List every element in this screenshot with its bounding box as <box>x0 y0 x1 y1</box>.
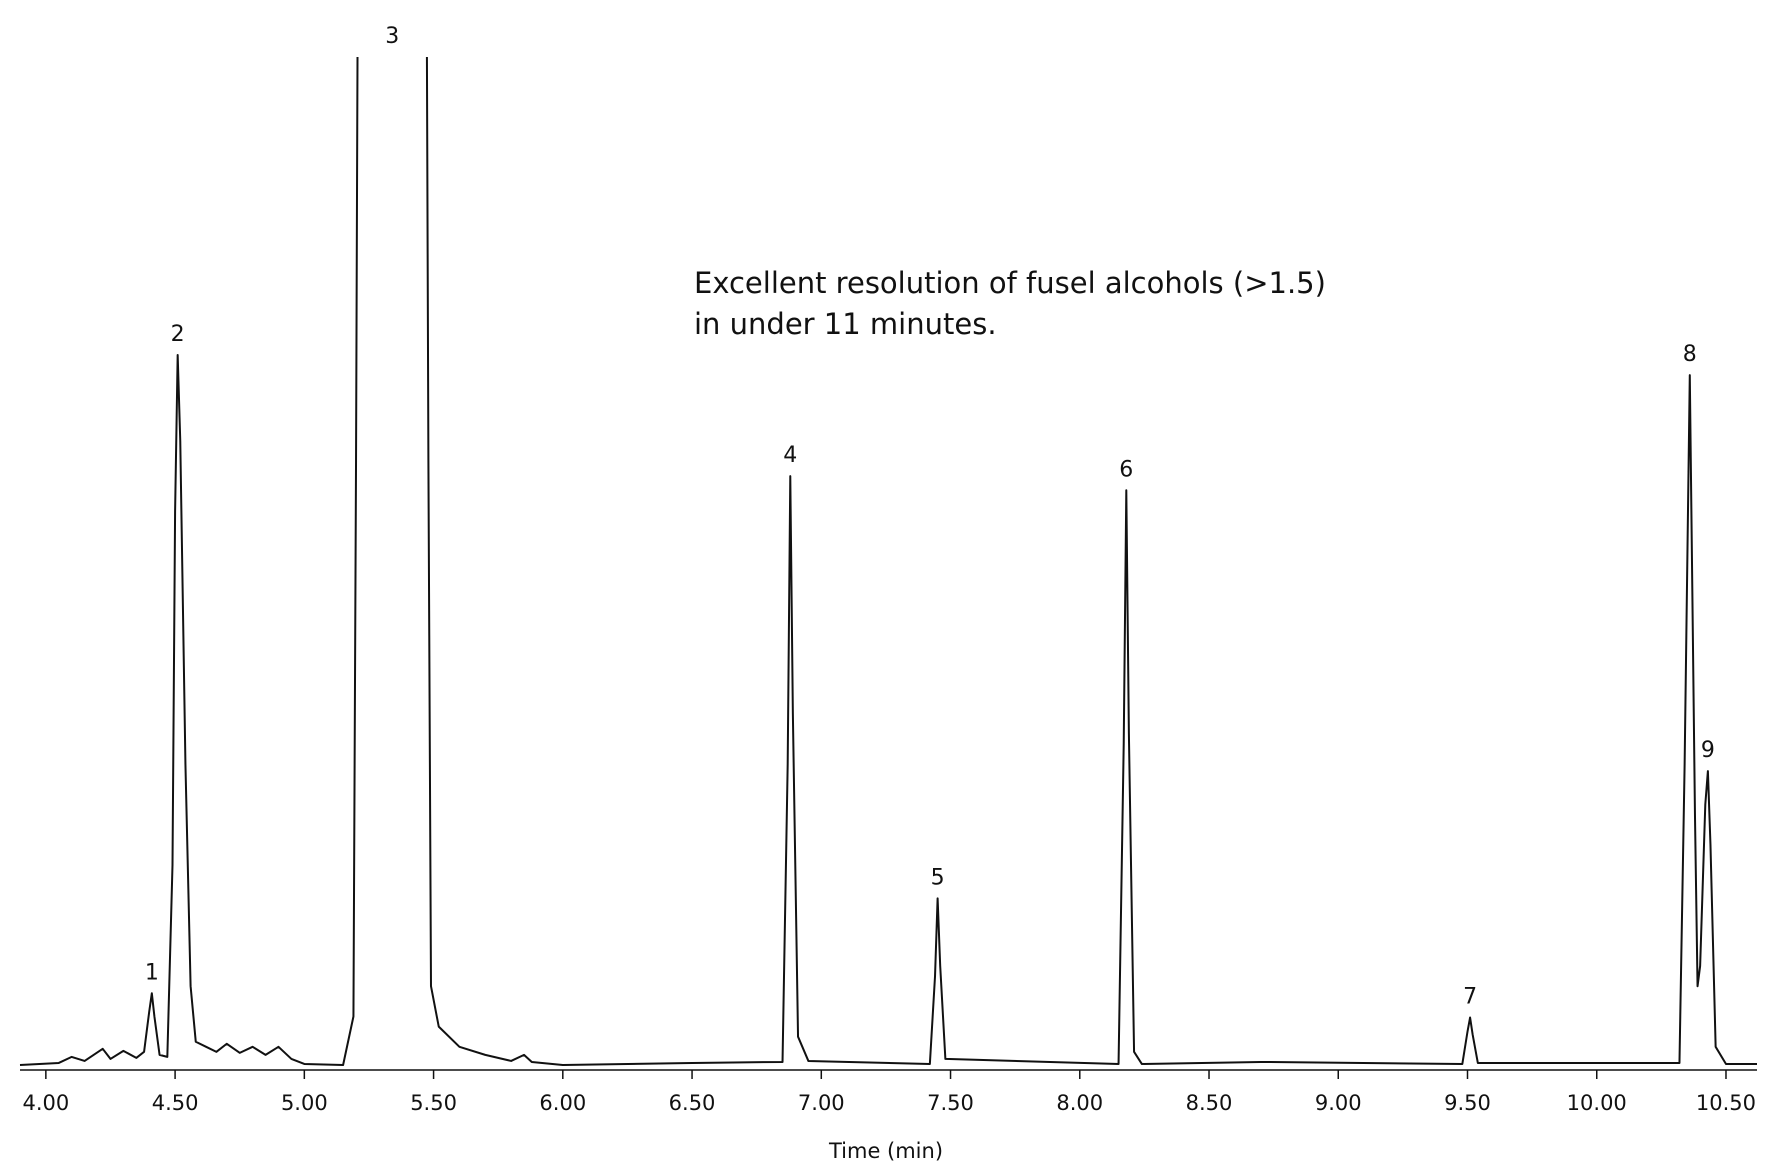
peak-label: 6 <box>1119 457 1133 482</box>
trace <box>19 57 1757 1066</box>
x-tick-label: 10.00 <box>1567 1091 1627 1115</box>
x-tick-label: 8.00 <box>1056 1091 1103 1115</box>
x-tick-label: 6.00 <box>539 1091 586 1115</box>
x-tick-label: 6.50 <box>669 1091 716 1115</box>
peak-label: 2 <box>171 322 185 347</box>
peak-label: 4 <box>783 443 797 468</box>
annotation: in under 11 minutes. <box>694 307 997 341</box>
x-tick-label: 8.50 <box>1186 1091 1233 1115</box>
x-tick-label: 5.00 <box>281 1091 328 1115</box>
x-tick-label: 4.00 <box>22 1091 69 1115</box>
peak-label: 1 <box>145 960 159 985</box>
x-tick-label: 4.50 <box>152 1091 199 1115</box>
x-axis-title: Time (min) <box>828 1139 943 1163</box>
x-tick-label: 9.50 <box>1444 1091 1491 1115</box>
x-tick-label: 9.00 <box>1315 1091 1362 1115</box>
x-tick-label: 10.50 <box>1696 1091 1756 1115</box>
peak-label: 9 <box>1701 738 1715 763</box>
x-tick-label: 7.00 <box>798 1091 845 1115</box>
peak-label: 5 <box>931 865 945 890</box>
peak-label: 8 <box>1683 342 1697 367</box>
peak-label: 3 <box>385 24 399 49</box>
peak-label: 7 <box>1463 985 1477 1010</box>
x-tick-label: 7.50 <box>927 1091 974 1115</box>
annotation: Excellent resolution of fusel alcohols (… <box>694 266 1326 300</box>
x-tick-label: 5.50 <box>410 1091 457 1115</box>
